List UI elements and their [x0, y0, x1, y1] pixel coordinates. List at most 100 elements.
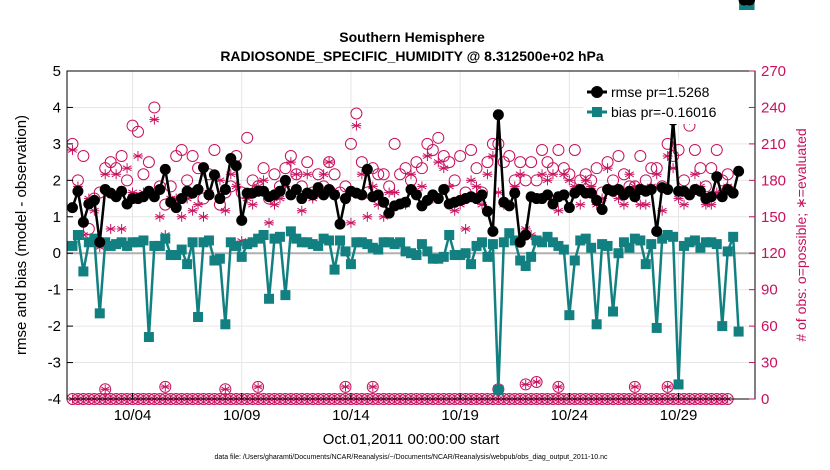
obs-possible-marker [148, 101, 161, 114]
bias-marker [209, 255, 220, 266]
bias-marker [395, 237, 406, 248]
bias-marker [307, 239, 318, 250]
bias-marker [695, 242, 706, 253]
y-right-tick-label: 60 [761, 318, 778, 335]
obs-evaluated-marker [547, 169, 558, 180]
obs-bottom-bump-marker [552, 380, 565, 393]
bias-marker [679, 240, 690, 251]
bias-marker [291, 233, 302, 244]
bias-series-layer [67, 0, 755, 395]
rmse-series-layer [66, 0, 756, 248]
bias-marker [531, 235, 542, 246]
bias-marker [132, 237, 143, 248]
obs-evaluated-marker [542, 175, 553, 186]
bias-marker [662, 230, 673, 240]
legend-rmse-marker [591, 86, 603, 98]
bias-marker [586, 242, 597, 253]
obs-evaluated-marker [247, 199, 258, 210]
rmse-marker [230, 160, 242, 172]
bias-marker [373, 244, 384, 255]
bias-marker [329, 264, 340, 275]
obs-bottom-bump-evaluated [100, 384, 110, 394]
obs-possible-marker [268, 168, 281, 181]
y-tick-label: 1 [53, 209, 61, 226]
rmse-marker [72, 185, 84, 197]
obs-possible-marker [705, 162, 718, 175]
obs-possible-marker [710, 143, 723, 156]
obs-evaluated-marker [345, 217, 356, 228]
obs-bottom-bump-marker [366, 380, 379, 393]
obs-evaluated-marker [111, 169, 122, 180]
obs-possible-marker [241, 131, 254, 144]
bias-marker [94, 308, 105, 319]
obs-possible-marker [175, 143, 188, 156]
obs-evaluated-marker [176, 211, 187, 222]
bias-marker [340, 246, 351, 257]
obs-evaluated-marker [618, 199, 629, 210]
bias-marker [313, 240, 324, 251]
obs-bottom-bump-evaluated [220, 384, 230, 394]
y-right-tick-label: 240 [761, 99, 786, 116]
bias-marker [198, 237, 209, 248]
y-tick-label: 0 [53, 245, 61, 262]
bias-marker [122, 240, 133, 251]
bias-marker [487, 239, 498, 250]
obs-evaluated-marker [149, 114, 160, 125]
rmse-marker [591, 194, 603, 206]
obs-possible-marker [661, 137, 674, 150]
rmse-marker [219, 183, 231, 195]
bias-marker [176, 244, 187, 255]
rmse-marker [645, 183, 657, 195]
rmse-marker [438, 183, 450, 195]
rmse-marker [481, 205, 493, 217]
obs-evaluated-marker [291, 169, 302, 180]
bias-marker [324, 235, 335, 246]
bias-marker [728, 231, 739, 242]
bias-marker [498, 237, 509, 248]
obs-possible-marker [208, 143, 221, 156]
obs-evaluated-marker [602, 163, 613, 174]
obs-possible-marker [454, 150, 467, 163]
rmse-marker [662, 183, 674, 195]
y-tick-label: -2 [48, 318, 61, 335]
bias-marker [220, 319, 231, 330]
bias-marker [542, 231, 553, 242]
bias-marker [389, 239, 400, 250]
obs-evaluated-marker [640, 199, 651, 210]
obs-evaluated-marker [406, 169, 416, 180]
bias-marker [231, 240, 242, 251]
obs-possible-marker [590, 162, 603, 175]
y-tick-label: -4 [48, 391, 61, 408]
obs-evaluated-marker [575, 199, 586, 210]
bias-marker [455, 250, 466, 261]
obs-possible-marker [645, 162, 658, 175]
obs-possible-marker [77, 150, 90, 163]
bias-marker [493, 384, 504, 395]
obs-evaluated-marker [564, 175, 575, 186]
obs-possible-marker [470, 162, 483, 175]
bias-marker [400, 246, 411, 257]
bias-marker [591, 319, 602, 330]
bias-marker [476, 237, 487, 248]
obs-evaluated-marker [673, 193, 684, 204]
legend: rmse pr=1.5268 bias pr=-0.16016 [583, 78, 748, 124]
obs-evaluated-marker [193, 199, 204, 210]
rmse-marker [208, 169, 220, 181]
rmse-marker [198, 162, 210, 174]
obs-possible-marker [344, 137, 357, 150]
x-tick-label: 10/29 [660, 407, 698, 424]
rmse-marker [476, 189, 488, 201]
bias-marker [203, 235, 214, 246]
obs-evaluated-marker [198, 211, 209, 222]
obs-evaluated-marker [154, 211, 165, 222]
rmse-marker [596, 203, 608, 215]
rmse-marker [492, 109, 504, 121]
bias-marker [700, 237, 711, 248]
left-axis-ticks: -4 -3 -2 -1 0 1 2 3 4 5 [48, 63, 73, 408]
rmse-marker [94, 236, 106, 248]
rmse-marker [651, 225, 663, 237]
obs-evaluated-marker [122, 163, 133, 174]
bias-marker [253, 233, 264, 244]
obs-possible-marker [328, 168, 341, 181]
obs-possible-marker [186, 150, 199, 163]
